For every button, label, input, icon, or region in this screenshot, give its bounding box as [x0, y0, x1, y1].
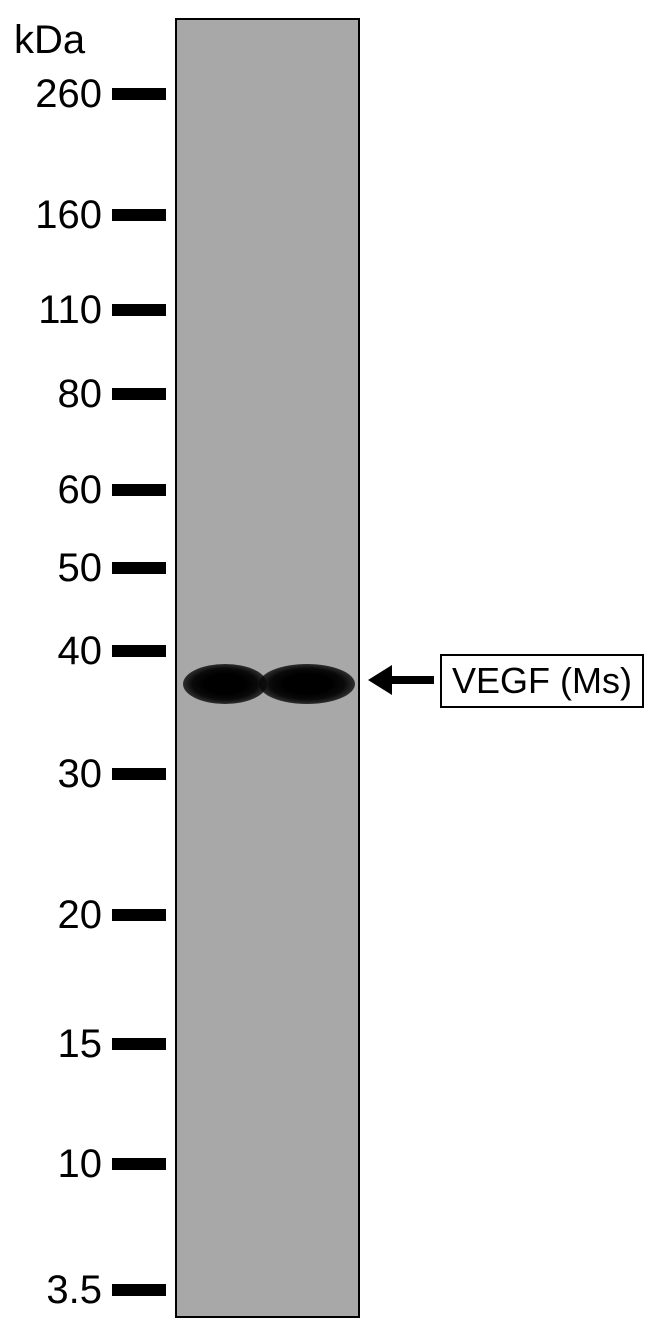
annotation-label-box: VEGF (Ms)	[440, 654, 644, 708]
protein-band	[259, 664, 355, 704]
annotation-arrow-head	[368, 665, 392, 695]
marker-label-110: 110	[38, 288, 102, 333]
blot-lane	[175, 18, 360, 1318]
marker-tick-3p5	[112, 1284, 166, 1296]
marker-label-160: 160	[35, 193, 102, 238]
marker-label-260: 260	[35, 72, 102, 117]
marker-label-50: 50	[58, 546, 103, 591]
marker-label-15: 15	[58, 1022, 103, 1067]
marker-tick-15	[112, 1038, 166, 1050]
marker-label-20: 20	[58, 893, 103, 938]
marker-tick-160	[112, 209, 166, 221]
marker-tick-40	[112, 645, 166, 657]
marker-tick-260	[112, 88, 166, 100]
marker-label-3p5: 3.5	[46, 1268, 102, 1313]
annotation-arrow-line	[392, 676, 434, 684]
marker-tick-60	[112, 484, 166, 496]
protein-band	[183, 664, 267, 704]
unit-label: kDa	[14, 18, 85, 63]
marker-label-60: 60	[58, 468, 103, 513]
annotation-label-text: VEGF (Ms)	[452, 660, 632, 701]
marker-label-40: 40	[58, 629, 103, 674]
western-blot-figure: kDa 260 160 110 80 60 50 40 30 20 15 10 …	[0, 0, 650, 1342]
marker-tick-20	[112, 909, 166, 921]
marker-label-80: 80	[58, 372, 103, 417]
marker-tick-30	[112, 768, 166, 780]
marker-tick-80	[112, 388, 166, 400]
marker-label-10: 10	[58, 1142, 103, 1187]
marker-label-30: 30	[58, 752, 103, 797]
marker-tick-110	[112, 304, 166, 316]
marker-tick-10	[112, 1158, 166, 1170]
marker-tick-50	[112, 562, 166, 574]
